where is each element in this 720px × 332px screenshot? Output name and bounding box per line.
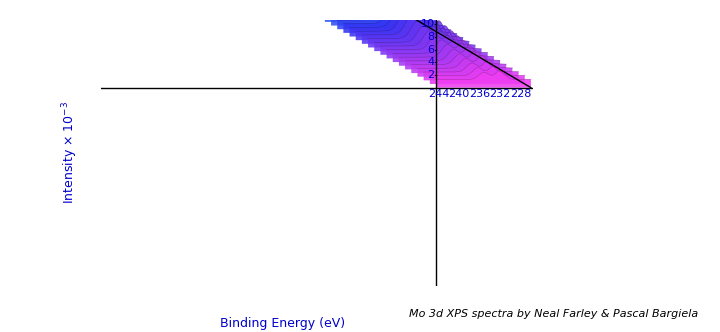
Polygon shape [306,0,401,11]
Polygon shape [423,60,518,80]
Text: 10: 10 [420,19,435,30]
Polygon shape [331,0,426,26]
Polygon shape [380,26,475,55]
Polygon shape [392,36,487,62]
Polygon shape [294,0,389,4]
Polygon shape [356,6,451,40]
Polygon shape [368,16,463,47]
Polygon shape [405,45,500,69]
Text: Binding Energy (eV): Binding Energy (eV) [220,317,345,330]
Polygon shape [325,0,420,22]
Text: Intensity × 10$^{-3}$: Intensity × 10$^{-3}$ [60,101,81,204]
Polygon shape [362,11,457,44]
Polygon shape [319,0,414,18]
Text: 232: 232 [490,89,510,99]
Polygon shape [436,70,531,88]
Polygon shape [312,0,408,15]
Text: 2: 2 [428,70,435,80]
Text: 240: 240 [449,89,469,99]
Polygon shape [343,0,438,33]
Text: 236: 236 [469,89,490,99]
Text: 6: 6 [428,45,435,55]
Polygon shape [411,50,506,73]
Polygon shape [337,0,432,29]
Polygon shape [349,1,444,37]
Text: 244: 244 [428,89,449,99]
Polygon shape [399,41,494,66]
Polygon shape [387,31,482,58]
Text: Mo 3d XPS spectra by Neal Farley & Pascal Bargiela: Mo 3d XPS spectra by Neal Farley & Pasca… [409,309,698,319]
Text: 8: 8 [428,32,435,42]
Polygon shape [300,0,395,7]
Polygon shape [418,55,513,77]
Polygon shape [374,21,469,51]
Text: 228: 228 [510,89,531,99]
Polygon shape [430,65,525,84]
Text: 4: 4 [428,57,435,67]
